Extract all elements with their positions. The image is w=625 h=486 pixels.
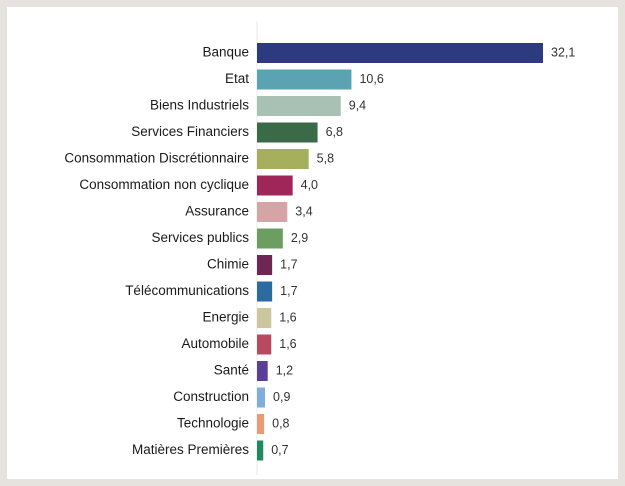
category-label: Santé: [214, 363, 249, 378]
bar: [257, 308, 272, 328]
value-label: 0,8: [272, 416, 289, 430]
value-label: 2,9: [291, 231, 308, 245]
bar: [257, 255, 273, 275]
value-label: 6,8: [326, 125, 343, 139]
category-label: Consommation Discrétionnaire: [64, 151, 249, 166]
value-label: 1,6: [279, 337, 296, 351]
value-label: 0,7: [271, 443, 288, 457]
bar: [257, 96, 341, 116]
category-label: Chimie: [207, 257, 249, 272]
value-label: 1,7: [280, 257, 297, 271]
bar: [257, 43, 543, 63]
value-label: 3,4: [295, 204, 312, 218]
bar: [257, 281, 273, 302]
chart-card: Banque 32,1 Etat 10,6 Biens Industriels 9,4 Se…: [7, 7, 618, 479]
bar: [257, 202, 288, 222]
category-label: Services Financiers: [131, 124, 249, 139]
bar: [257, 414, 265, 434]
category-label: Etat: [225, 71, 249, 86]
value-label: 1,7: [280, 284, 297, 298]
bar: [257, 361, 268, 381]
value-label: 5,8: [317, 151, 334, 165]
bar: [257, 69, 352, 90]
category-label: Télécommunications: [125, 283, 249, 298]
category-label: Automobile: [181, 336, 249, 351]
value-label: 0,9: [273, 390, 290, 404]
bar: [257, 440, 264, 461]
category-label: Consommation non cyclique: [79, 177, 249, 192]
bar: [257, 149, 309, 169]
bar: [257, 228, 283, 249]
category-label: Energie: [202, 310, 249, 325]
bar: [257, 175, 293, 196]
value-label: 32,1: [551, 45, 575, 59]
value-label: 4,0: [301, 178, 318, 192]
value-label: 1,2: [276, 363, 293, 377]
category-label: Matières Premières: [132, 442, 249, 457]
bar: [257, 334, 272, 355]
bar: [257, 122, 318, 143]
value-label: 1,6: [279, 310, 296, 324]
category-label: Biens Industriels: [150, 98, 249, 113]
category-label: Services publics: [151, 230, 249, 245]
category-label: Construction: [173, 389, 249, 404]
category-label: Banque: [202, 45, 249, 60]
category-label: Technologie: [177, 416, 249, 431]
value-label: 9,4: [349, 98, 366, 112]
category-label: Assurance: [185, 204, 249, 219]
bar-chart: Banque 32,1 Etat 10,6 Biens Industriels 9,4 Se…: [64, 21, 575, 475]
bar: [257, 387, 266, 408]
value-label: 10,6: [359, 72, 383, 86]
